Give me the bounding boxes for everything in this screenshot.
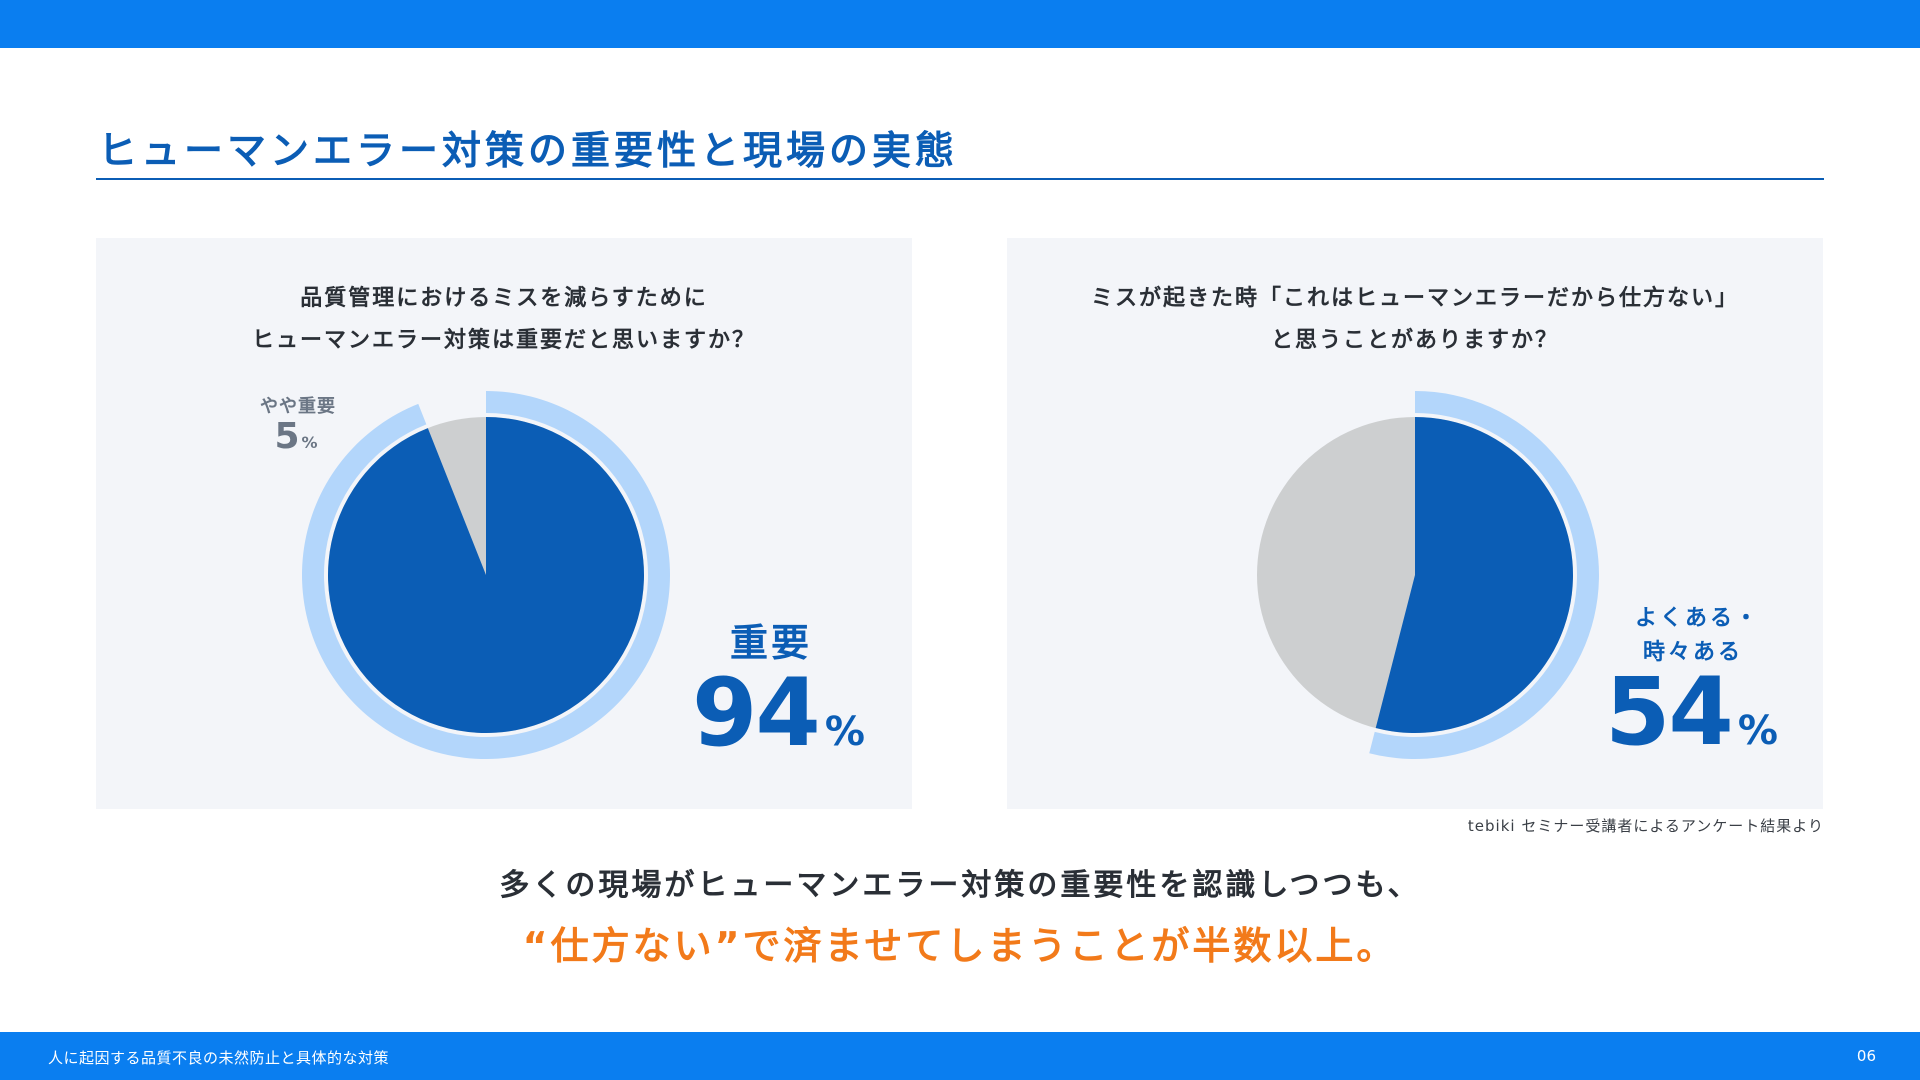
page-number: 06 [1856,1047,1876,1065]
footer-title: 人に起因する品質不良の未然防止と具体的な対策 [48,1049,390,1067]
question-line-2: ヒューマンエラー対策は重要だと思いますか？ [251,328,756,353]
chart-panel-acceptance: ミスが起きた時「これはヒューマンエラーだから仕方ない」 と思うことがありますか？… [1007,238,1823,809]
highlight-value: 94 [692,659,821,768]
question-line-1: ミスが起きた時「これはヒューマンエラーだから仕方ない」 [1090,286,1739,311]
pie-chart-importance [302,391,670,759]
question-line-1: 品質管理におけるミスを減らすために [300,286,708,311]
secondary-unit: % [301,433,318,452]
highlight-label: 重要 94% [692,612,865,768]
highlight-label-line-1: よくある・ [1635,606,1761,631]
secondary-value: 5 [274,416,300,457]
chart-question: ミスが起きた時「これはヒューマンエラーだから仕方ない」 と思うことがありますか？ [1007,278,1823,362]
highlight-label-line-2: 時々ある [1643,640,1744,665]
secondary-label: やや重要 5% [260,392,336,457]
highlight-unit: % [1737,708,1778,754]
page-title: ヒューマンエラー対策の重要性と現場の実態 [98,129,959,174]
top-bar [0,0,1920,48]
source-note: tebiki セミナー受講者によるアンケート結果より [1467,817,1824,835]
conclusion-line-1: 多くの現場がヒューマンエラー対策の重要性を認識しつつも、 [499,868,1421,903]
pie-chart-acceptance [1257,391,1599,759]
question-line-2: と思うことがありますか？ [1270,328,1559,353]
title-divider [96,178,1824,180]
highlight-label: よくある・ 時々ある 54% [1605,600,1778,767]
highlight-label-text: 重要 [730,621,813,665]
highlight-unit: % [824,709,865,755]
conclusion-line-2: “仕方ない”で済ませてしまうことが半数以上。 [522,924,1398,968]
chart-question: 品質管理におけるミスを減らすために ヒューマンエラー対策は重要だと思いますか？ [96,278,912,362]
secondary-label-text: やや重要 [260,396,336,417]
pie-slice-main [327,417,644,733]
bottom-bar: 人に起因する品質不良の未然防止と具体的な対策 06 [0,1032,1920,1080]
pie-slice-main [1375,417,1573,733]
chart-panel-importance: 品質管理におけるミスを減らすために ヒューマンエラー対策は重要だと思いますか？ … [96,238,912,809]
highlight-value: 54 [1605,658,1734,767]
